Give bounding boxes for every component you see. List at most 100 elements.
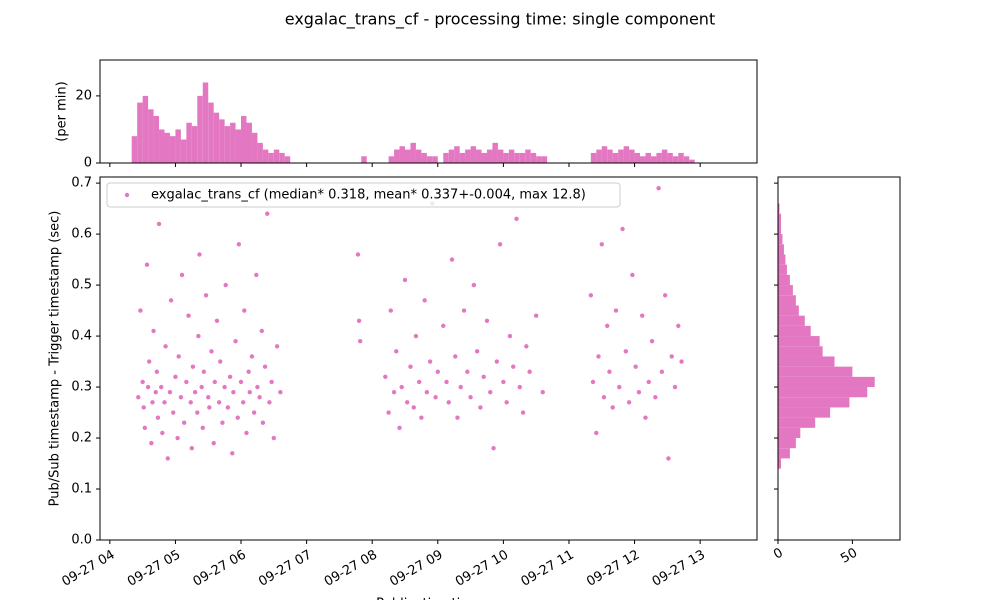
histogram-bar — [262, 149, 269, 163]
histogram-bar — [213, 112, 220, 163]
histogram-bar — [778, 254, 786, 265]
histogram-bar — [778, 346, 823, 357]
scatter-point — [413, 333, 419, 339]
histogram-bar — [778, 417, 816, 428]
histogram-bar — [689, 159, 695, 163]
histogram-bar — [778, 285, 793, 296]
scatter-point — [461, 308, 467, 313]
histogram-bar — [601, 146, 608, 163]
histogram-bar — [148, 109, 154, 163]
scatter-point — [225, 405, 231, 410]
histogram-bar — [683, 156, 690, 163]
histogram-bar — [778, 234, 783, 245]
histogram-bar — [492, 142, 498, 163]
histogram-bar — [273, 149, 280, 163]
scatter-point — [507, 333, 513, 339]
scatter-point — [165, 456, 170, 461]
scatter-point — [458, 384, 463, 390]
scatter-point — [141, 405, 146, 410]
x-tick-label: 0 — [771, 546, 786, 563]
scatter-point — [422, 298, 427, 303]
histogram-bar — [180, 139, 187, 163]
scatter-point — [514, 216, 519, 222]
x-tick-label: 50 — [838, 546, 860, 567]
histogram-bar — [251, 132, 258, 163]
scatter-point — [179, 272, 185, 278]
histogram-bar — [235, 129, 242, 163]
scatter-point — [162, 400, 167, 405]
x-tick-label: 09-27 12 — [584, 548, 642, 590]
histogram-bar — [454, 146, 460, 163]
scatter-point — [197, 252, 202, 257]
scatter-point — [195, 410, 200, 415]
histogram-bar — [778, 244, 784, 255]
histogram-bar — [530, 152, 537, 163]
histogram-bar — [415, 149, 422, 163]
scatter-point — [594, 430, 599, 436]
scatter-point — [216, 400, 222, 405]
scatter-point — [186, 313, 191, 318]
scatter-point — [471, 282, 477, 288]
histogram-bar — [519, 152, 526, 163]
histogram-bar — [230, 122, 236, 163]
scatter-point — [145, 384, 151, 390]
scatter-point — [599, 242, 604, 247]
histogram-bar — [618, 149, 624, 163]
scatter-point — [249, 354, 255, 359]
histogram-bar — [778, 274, 790, 286]
scatter-point — [386, 410, 391, 415]
legend-marker — [124, 192, 130, 198]
x-tick-label: 09-27 10 — [453, 548, 511, 590]
scatter-point — [218, 359, 223, 364]
scatter-point — [427, 359, 433, 364]
scatter-point — [402, 277, 408, 283]
scatter-point — [260, 420, 266, 425]
scatter-point — [465, 369, 470, 374]
scatter-point — [388, 308, 393, 313]
scatter-point — [257, 395, 262, 400]
scatter-point — [394, 349, 399, 354]
histogram-bar — [426, 156, 433, 163]
histogram-bar — [153, 116, 160, 163]
histogram-bar — [202, 82, 209, 163]
histogram-bar — [459, 152, 466, 163]
histogram-bar — [778, 366, 853, 377]
scatter-point — [676, 323, 681, 329]
legend-label: exgalac_trans_cf (median* 0.318, mean* 0… — [151, 188, 586, 203]
histogram-bar — [778, 264, 787, 275]
scatter-point — [196, 333, 201, 339]
histogram-bar — [629, 149, 635, 163]
histogram-bar — [607, 149, 613, 163]
scatter-point — [596, 354, 601, 359]
scatter-point — [278, 389, 283, 395]
scatter-point — [656, 186, 661, 191]
scatter-point — [236, 242, 242, 247]
histogram-bar — [361, 156, 367, 163]
histogram-bar — [778, 336, 820, 347]
scatter-point — [488, 389, 493, 395]
scatter-point — [662, 293, 668, 298]
scatter-point — [679, 359, 684, 364]
scatter-point — [259, 328, 264, 334]
scatter-point — [588, 293, 594, 298]
histogram-bar — [164, 132, 170, 163]
histogram-bar — [778, 295, 796, 306]
scatter-point — [533, 313, 539, 318]
scatter-point — [607, 369, 612, 374]
scatter-point — [659, 369, 665, 374]
axes-frame — [777, 176, 901, 541]
scatter-point — [653, 395, 658, 400]
scatter-point — [212, 379, 217, 385]
histogram-bar — [640, 156, 646, 163]
histogram-bar — [197, 95, 203, 163]
scatter-point — [231, 389, 236, 395]
scatter-point — [241, 400, 246, 405]
histogram-bar — [224, 126, 231, 163]
histogram-bar — [268, 152, 274, 163]
histogram-bar — [778, 213, 781, 224]
scatter-point — [181, 420, 187, 425]
scatter-point — [178, 395, 184, 400]
scatter-point — [140, 379, 145, 385]
histogram-bar — [634, 152, 641, 163]
scatter-point — [244, 430, 249, 436]
